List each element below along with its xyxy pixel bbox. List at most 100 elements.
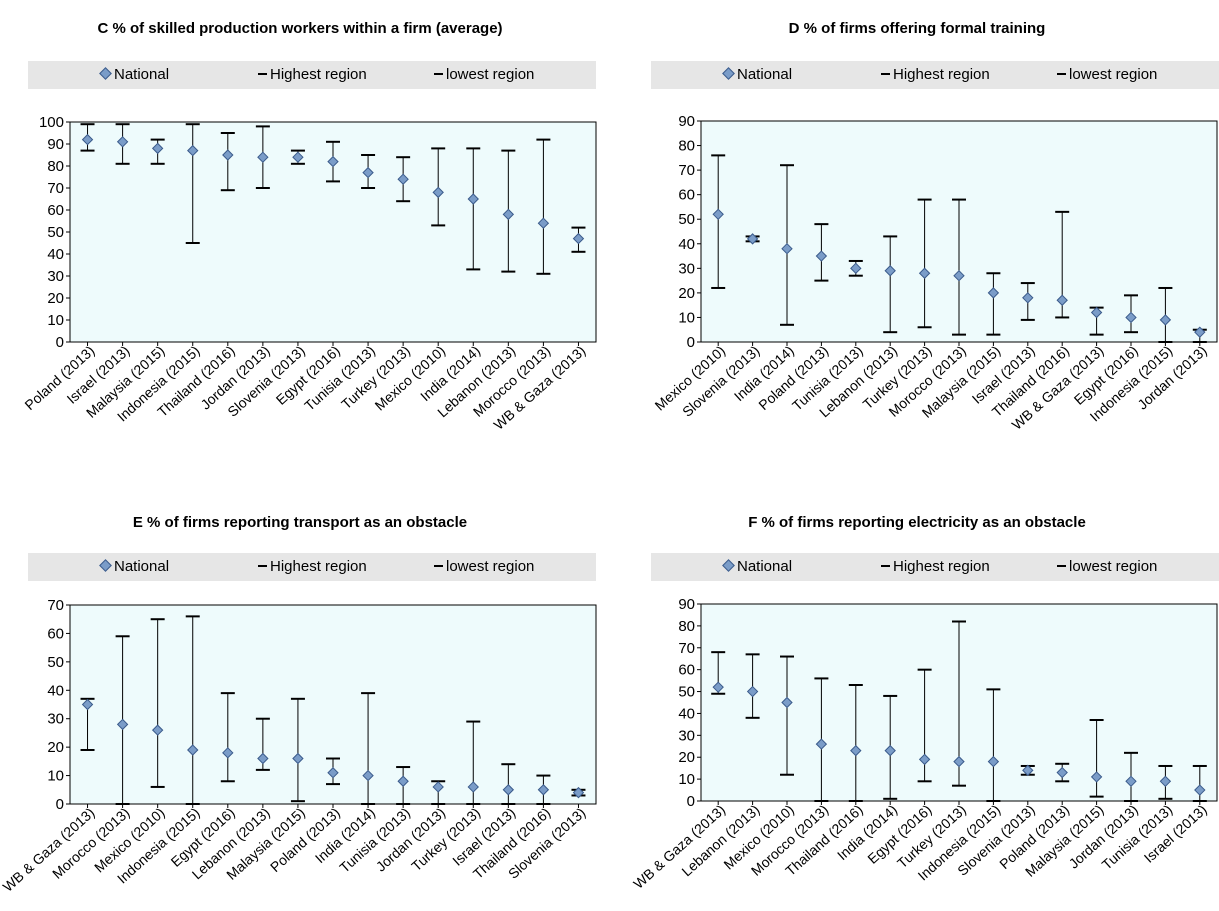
y-tick-label: 90 xyxy=(678,113,695,130)
national-point xyxy=(850,744,862,757)
panel-e: E % of firms reporting transport as an o… xyxy=(0,454,600,911)
y-tick-label: 30 xyxy=(47,268,64,285)
legend-item: lowest region xyxy=(434,61,534,89)
national-point xyxy=(572,786,585,799)
y-tick-label: 60 xyxy=(47,625,64,642)
national-point xyxy=(1194,784,1206,796)
panel-d: D % of firms offering formal training Nat… xyxy=(615,0,1219,457)
y-tick-label: 70 xyxy=(678,162,695,179)
y-tick-label: 30 xyxy=(678,727,695,744)
legend-item: Highest region xyxy=(258,61,367,89)
legend-item: Highest region xyxy=(258,553,367,581)
chart-title: E % of firms reporting transport as an o… xyxy=(132,514,468,531)
y-tick-label: 10 xyxy=(678,771,695,788)
national-point xyxy=(1125,311,1137,324)
national-point xyxy=(884,265,896,277)
y-tick-label: 80 xyxy=(678,618,695,635)
lowest-region-marker-icon xyxy=(434,73,443,76)
legend-item: lowest region xyxy=(434,553,534,581)
y-tick-label: 50 xyxy=(678,211,695,228)
national-point xyxy=(257,151,269,163)
national-point xyxy=(81,698,94,711)
national-point xyxy=(327,155,339,168)
national-point xyxy=(397,775,409,787)
y-tick-label: 80 xyxy=(678,138,695,155)
national-point xyxy=(187,744,199,756)
national-point xyxy=(712,208,724,221)
legend-label: Highest region xyxy=(270,66,367,83)
legend-label: Highest region xyxy=(893,558,990,575)
y-tick-label: 10 xyxy=(678,309,695,326)
national-point xyxy=(502,208,515,221)
national-point xyxy=(781,696,793,709)
chart-title: C % of skilled production workers within… xyxy=(97,20,503,37)
highest-region-marker-icon xyxy=(258,565,267,568)
legend-item: National xyxy=(722,553,792,581)
national-point xyxy=(116,718,129,731)
y-tick-label: 10 xyxy=(47,312,64,329)
national-point xyxy=(362,166,374,179)
national-point xyxy=(327,767,339,779)
national-point xyxy=(918,267,931,279)
legend-label: National xyxy=(737,66,793,83)
national-point xyxy=(257,752,269,765)
y-tick-label: 70 xyxy=(47,180,64,197)
y-tick-label: 40 xyxy=(678,236,695,253)
national-point xyxy=(432,186,444,199)
legend-item: National xyxy=(99,61,170,89)
legend: National Highest region lowest region xyxy=(28,553,596,581)
y-tick-label: 30 xyxy=(678,260,695,277)
national-point xyxy=(1056,766,1068,779)
y-tick-label: 40 xyxy=(47,682,64,699)
national-point xyxy=(987,287,1000,299)
national-point xyxy=(815,250,828,262)
legend-label: lowest region xyxy=(1069,558,1158,575)
y-tick-label: 90 xyxy=(47,136,64,153)
y-tick-label: 60 xyxy=(678,187,695,204)
highest-region-marker-icon xyxy=(881,73,890,76)
y-tick-label: 20 xyxy=(678,749,695,766)
national-point xyxy=(81,133,94,146)
lowest-region-marker-icon xyxy=(1057,73,1066,76)
national-point xyxy=(397,173,409,185)
national-point xyxy=(222,149,234,161)
y-tick-label: 40 xyxy=(47,246,64,263)
legend-label: Highest region xyxy=(893,66,990,83)
y-tick-label: 100 xyxy=(39,114,64,131)
national-point xyxy=(987,755,1000,768)
y-tick-label: 60 xyxy=(47,202,64,219)
legend-label: lowest region xyxy=(446,66,535,83)
panel-c: C % of skilled production workers within… xyxy=(0,0,600,457)
national-point xyxy=(151,142,164,155)
legend-label: National xyxy=(114,66,170,83)
national-point xyxy=(537,217,550,229)
national-point xyxy=(1159,775,1172,788)
national-point xyxy=(572,232,585,245)
y-tick-label: 30 xyxy=(47,711,64,728)
legend-label: National xyxy=(114,558,170,575)
chart-title: F % of firms reporting electricity as an… xyxy=(748,514,1086,531)
y-tick-label: 0 xyxy=(56,796,64,813)
legend-item: National xyxy=(722,61,793,89)
y-tick-label: 10 xyxy=(47,768,64,785)
national-point xyxy=(918,753,931,766)
y-tick-label: 80 xyxy=(47,158,64,175)
legend-item: Highest region xyxy=(881,553,990,581)
national-point xyxy=(1056,294,1068,306)
y-tick-label: 20 xyxy=(47,290,64,307)
legend-label: Highest region xyxy=(270,558,367,575)
national-point xyxy=(1159,314,1172,326)
national-point xyxy=(953,269,965,282)
highest-region-marker-icon xyxy=(881,565,890,568)
y-tick-label: 90 xyxy=(678,596,695,613)
y-tick-label: 20 xyxy=(47,739,64,756)
national-point xyxy=(467,193,479,205)
national-point xyxy=(502,784,515,796)
legend-item: Highest region xyxy=(881,61,990,89)
y-tick-label: 40 xyxy=(678,705,695,722)
national-point xyxy=(187,144,199,157)
y-tick-label: 0 xyxy=(687,793,695,810)
